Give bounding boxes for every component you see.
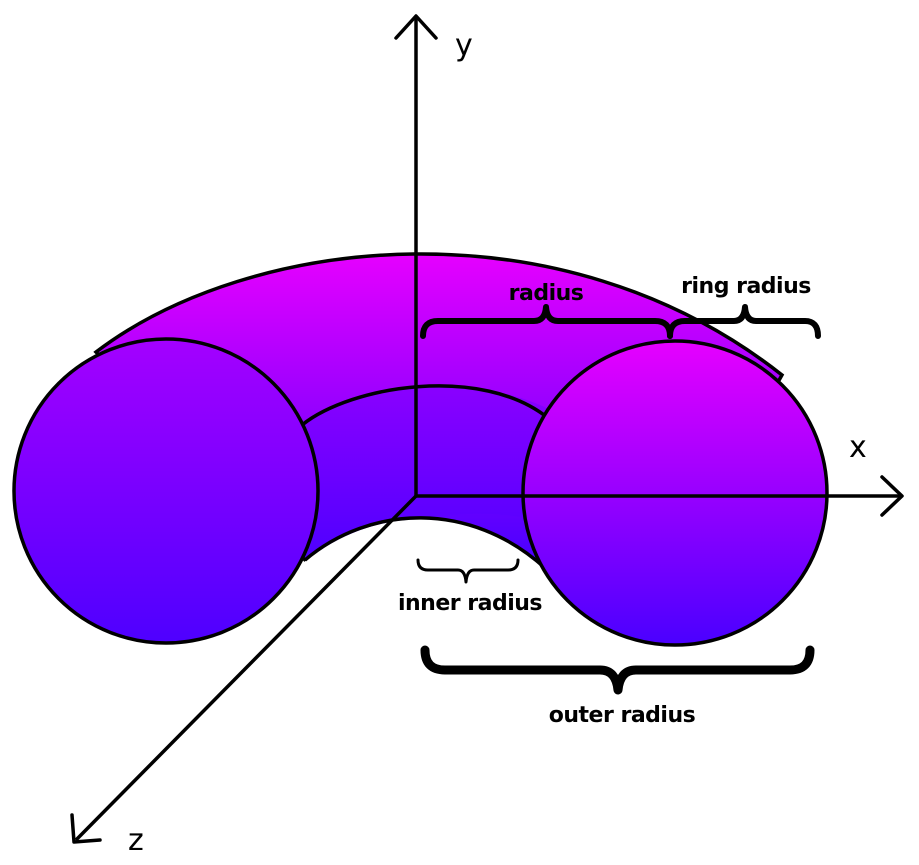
outer-radius-label: outer radius [549,703,696,728]
left-cross-section [12,337,320,645]
ring-radius-label: ring radius [681,274,811,299]
right-cross-section [521,339,829,647]
z-axis-label: z [128,823,144,858]
hole-edge [303,516,547,570]
inner-radius-brace [416,558,520,584]
z-axis [74,494,418,842]
ring-radius-brace [667,304,821,339]
y-axis-label: y [455,28,473,63]
y-axis-arrowhead [394,14,438,40]
inner-arc-top [300,384,550,427]
inner-tube-surface [300,386,560,560]
x-axis-arrowhead [880,475,904,517]
z-axis-arrowhead [70,813,102,844]
x-axis-label: x [849,430,867,465]
inner-radius-label: inner radius [398,591,542,616]
radius-label: radius [509,281,584,306]
radius-brace [420,304,673,339]
torus-hole [290,519,548,640]
outer-radius-brace [420,645,815,695]
